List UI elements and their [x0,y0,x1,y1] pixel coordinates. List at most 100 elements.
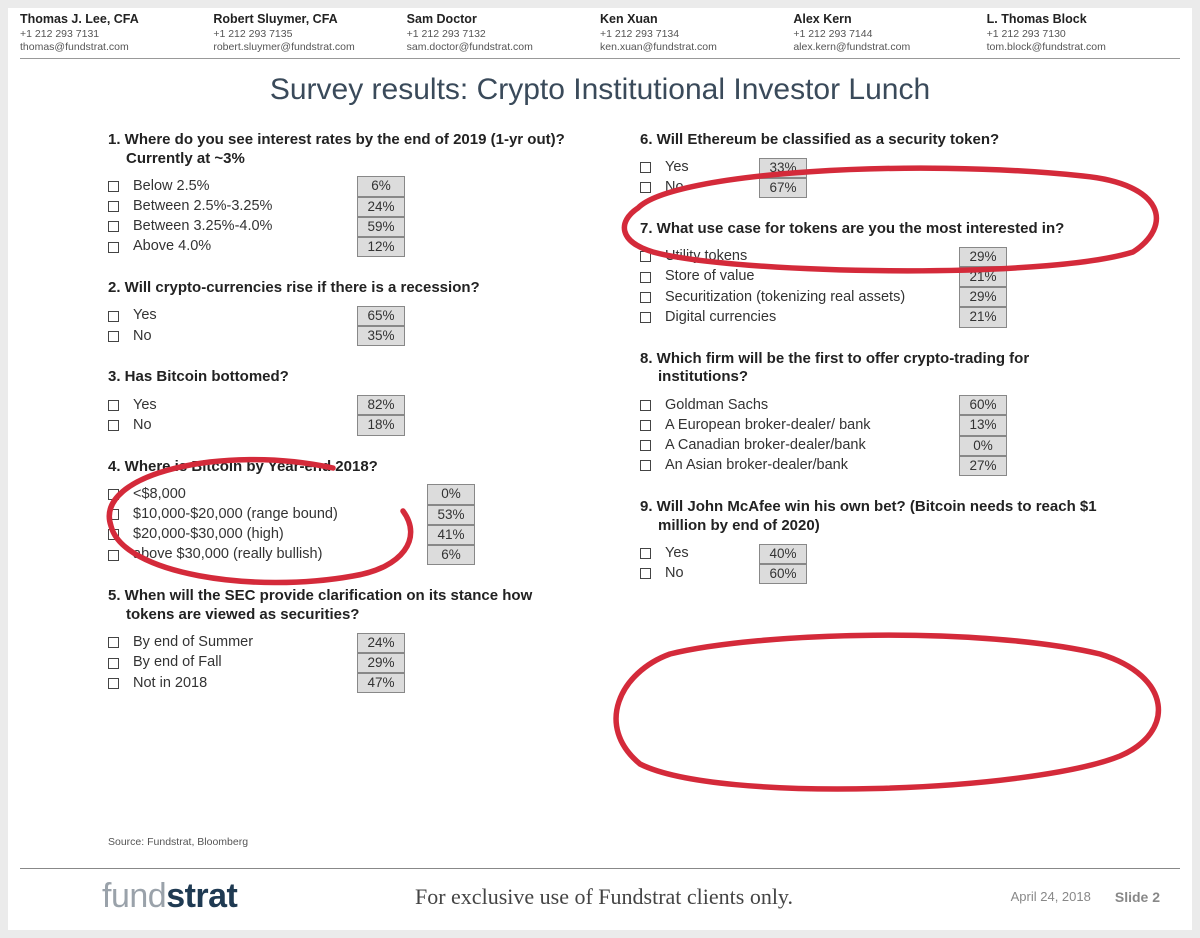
options-list: Yes33%No67% [640,158,1112,198]
option-row: Securitization (tokenizing real assets)2… [640,287,1112,307]
option-row: above $30,000 (really bullish)6% [108,545,580,565]
author-name: L. Thomas Block [987,12,1180,28]
author-phone: +1 212 293 7131 [20,28,213,41]
option-percent: 29% [959,287,1007,307]
options-list: Yes40%No60% [640,544,1112,584]
checkbox-icon [640,440,651,451]
option-percent: 24% [357,197,405,217]
option-label: Not in 2018 [133,674,353,694]
option-percent: 60% [759,564,807,584]
option-percent: 33% [759,158,807,178]
option-row: Goldman Sachs60% [640,395,1112,415]
slide-number: Slide 2 [1115,889,1160,905]
checkbox-icon [640,182,651,193]
option-label: Between 3.25%-4.0% [133,217,353,237]
options-list: Yes82%No18% [108,395,580,435]
author-phone: +1 212 293 7130 [987,28,1180,41]
checkbox-icon [108,400,119,411]
checkbox-icon [108,181,119,192]
option-label: $10,000-$20,000 (range bound) [133,505,423,525]
option-percent: 27% [959,456,1007,476]
right-column: 6. Will Ethereum be classified as a secu… [640,131,1112,716]
question-title: 1. Where do you see interest rates by th… [126,131,580,169]
option-label: No [133,327,353,347]
survey-question: 2. Will crypto-currencies rise if there … [108,279,580,346]
option-label: No [665,178,755,198]
option-label: <$8,000 [133,485,423,505]
checkbox-icon [640,162,651,173]
author-email: robert.sluymer@fundstrat.com [213,41,406,54]
question-title: 8. Which firm will be the first to offer… [658,350,1112,388]
option-row: No60% [640,564,1112,584]
options-list: By end of Summer24%By end of Fall29%Not … [108,633,580,694]
option-label: Above 4.0% [133,237,353,257]
option-percent: 47% [357,673,405,693]
option-percent: 40% [759,544,807,564]
option-percent: 29% [357,653,405,673]
option-row: By end of Fall29% [108,653,580,673]
option-percent: 60% [959,395,1007,415]
checkbox-icon [640,420,651,431]
checkbox-icon [108,637,119,648]
option-label: By end of Summer [133,633,353,653]
option-percent: 65% [357,306,405,326]
author-header: Thomas J. Lee, CFA+1 212 293 7131thomas@… [8,8,1192,56]
checkbox-icon [640,548,651,559]
checkbox-icon [640,292,651,303]
option-row: Utility tokens29% [640,247,1112,267]
options-list: Yes65%No35% [108,306,580,346]
options-list: Below 2.5%6%Between 2.5%-3.25%24%Between… [108,176,580,257]
checkbox-icon [108,242,119,253]
disclaimer: For exclusive use of Fundstrat clients o… [197,884,1010,910]
option-label: Between 2.5%-3.25% [133,197,353,217]
author-block: Robert Sluymer, CFA+1 212 293 7135robert… [213,12,406,54]
author-block: Ken Xuan+1 212 293 7134ken.xuan@fundstra… [600,12,793,54]
option-row: Between 2.5%-3.25%24% [108,197,580,217]
option-percent: 67% [759,178,807,198]
checkbox-icon [108,509,119,520]
slide-title: Survey results: Crypto Institutional Inv… [8,73,1192,107]
left-column: 1. Where do you see interest rates by th… [108,131,580,716]
checkbox-icon [108,221,119,232]
option-label: An Asian broker-dealer/bank [665,456,955,476]
checkbox-icon [640,568,651,579]
option-row: $10,000-$20,000 (range bound)53% [108,505,580,525]
question-title: 5. When will the SEC provide clarificati… [126,587,580,625]
option-percent: 29% [959,247,1007,267]
options-list: <$8,0000%$10,000-$20,000 (range bound)53… [108,484,580,565]
question-title: 9. Will John McAfee win his own bet? (Bi… [658,498,1112,536]
option-label: A European broker-dealer/ bank [665,416,955,436]
option-percent: 0% [959,436,1007,456]
question-title: 6. Will Ethereum be classified as a secu… [658,131,1112,150]
author-phone: +1 212 293 7134 [600,28,793,41]
option-label: Digital currencies [665,308,955,328]
option-percent: 13% [959,415,1007,435]
survey-question: 8. Which firm will be the first to offer… [640,350,1112,476]
header-rule [20,58,1180,59]
author-name: Thomas J. Lee, CFA [20,12,213,28]
option-row: $20,000-$30,000 (high)41% [108,525,580,545]
checkbox-icon [108,331,119,342]
option-percent: 6% [427,545,475,565]
option-row: By end of Summer24% [108,633,580,653]
option-row: A Canadian broker-dealer/bank0% [640,436,1112,456]
author-email: ken.xuan@fundstrat.com [600,41,793,54]
author-name: Sam Doctor [407,12,600,28]
question-title: 2. Will crypto-currencies rise if there … [126,279,580,298]
options-list: Goldman Sachs60%A European broker-dealer… [640,395,1112,476]
survey-question: 3. Has Bitcoin bottomed?Yes82%No18% [108,368,580,435]
option-percent: 12% [357,237,405,257]
source-line: Source: Fundstrat, Bloomberg [108,836,248,848]
option-label: Yes [133,396,353,416]
option-row: No67% [640,178,1112,198]
survey-columns: 1. Where do you see interest rates by th… [8,131,1192,716]
question-title: 4. Where is Bitcoin by Year-end 2018? [126,458,580,477]
question-title: 7. What use case for tokens are you the … [658,220,1112,239]
survey-question: 4. Where is Bitcoin by Year-end 2018? <$8… [108,458,580,566]
author-email: alex.kern@fundstrat.com [793,41,986,54]
author-phone: +1 212 293 7144 [793,28,986,41]
option-percent: 6% [357,176,405,196]
author-phone: +1 212 293 7132 [407,28,600,41]
option-row: Yes40% [640,544,1112,564]
option-row: Below 2.5%6% [108,176,580,196]
